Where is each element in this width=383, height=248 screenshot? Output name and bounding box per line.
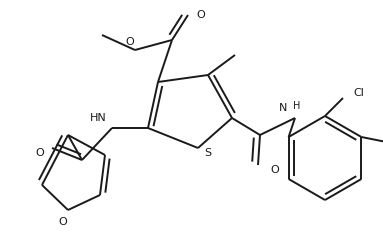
Text: O: O <box>36 148 44 158</box>
Text: O: O <box>196 10 205 20</box>
Text: O: O <box>126 37 134 47</box>
Text: O: O <box>270 165 279 175</box>
Text: Cl: Cl <box>353 88 364 98</box>
Text: H: H <box>293 101 301 111</box>
Text: O: O <box>59 217 67 227</box>
Text: S: S <box>205 148 211 158</box>
Text: HN: HN <box>90 113 107 123</box>
Text: N: N <box>278 103 287 113</box>
